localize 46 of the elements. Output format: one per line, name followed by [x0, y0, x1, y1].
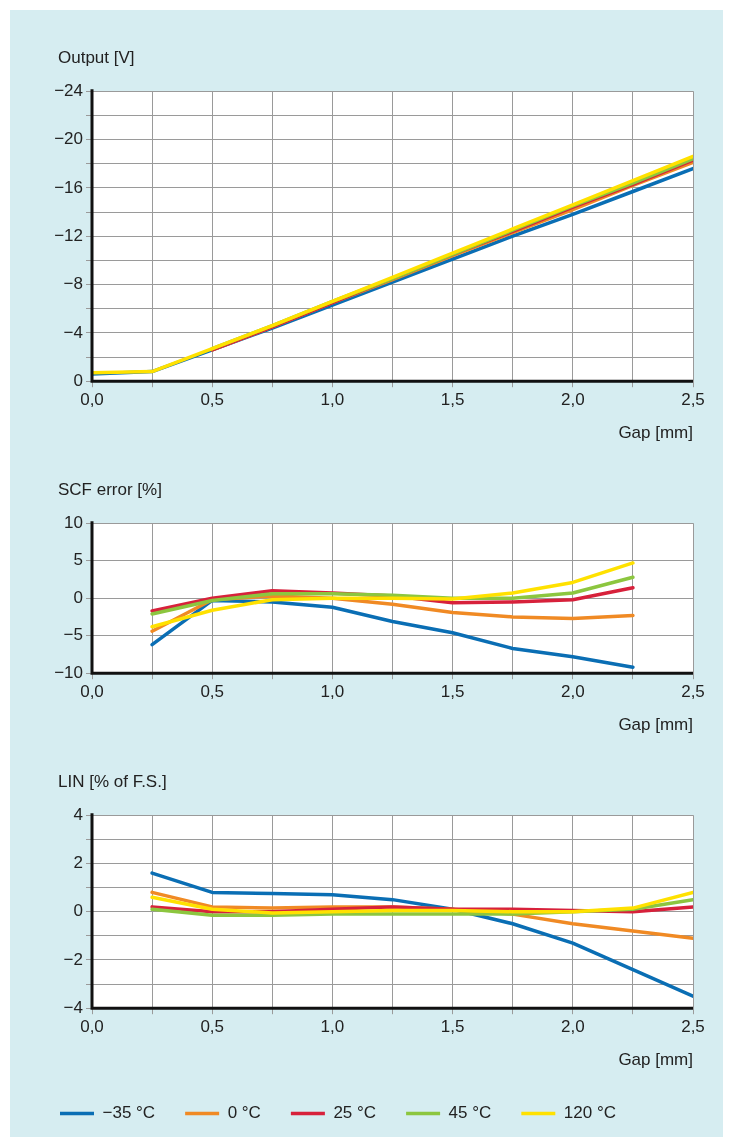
x-tick-label: 0,0 — [80, 390, 104, 410]
legend-label: −35 °C — [102, 1103, 156, 1123]
y-tick-label: −24 — [54, 80, 83, 100]
y-tick-label: −5 — [63, 625, 83, 645]
x-axis-title: Gap [mm] — [618, 1050, 693, 1070]
y-tick-label: −10 — [54, 662, 83, 682]
x-tick-label: 0,0 — [80, 682, 104, 702]
x-tick-label: 0,5 — [200, 682, 225, 702]
x-tick-label: 1,0 — [320, 390, 345, 410]
x-tick-label: 2,5 — [681, 390, 705, 410]
y-tick-label: 4 — [73, 804, 83, 824]
y-tick-label: −20 — [54, 129, 83, 149]
y-axis-title: LIN [% of F.S.] — [58, 772, 167, 792]
x-tick-label: 0,5 — [200, 1017, 225, 1037]
x-tick-label: 2,5 — [681, 1017, 705, 1037]
y-tick-label: −8 — [63, 274, 83, 294]
y-tick-label: −2 — [63, 949, 83, 969]
x-tick-label: 1,0 — [320, 1017, 345, 1037]
x-tick-label: 2,0 — [560, 682, 585, 702]
x-tick-label: 2,0 — [560, 1017, 585, 1037]
y-tick-label: 2 — [73, 853, 83, 873]
y-axis-title: SCF error [%] — [58, 480, 162, 500]
legend-label: 0 °C — [227, 1103, 261, 1123]
y-tick-label: 0 — [73, 587, 83, 607]
x-tick-label: 1,5 — [440, 1017, 465, 1037]
x-tick-label: 1,5 — [440, 682, 465, 702]
legend-label: 25 °C — [333, 1103, 377, 1123]
y-tick-label: −16 — [54, 177, 83, 197]
y-tick-label: 0 — [73, 370, 83, 390]
x-tick-label: 1,0 — [320, 682, 345, 702]
x-tick-label: 1,5 — [440, 390, 465, 410]
y-tick-label: −4 — [63, 322, 83, 342]
x-tick-label: 2,0 — [560, 390, 585, 410]
x-tick-label: 2,5 — [681, 682, 705, 702]
x-axis-title: Gap [mm] — [618, 715, 693, 735]
y-tick-label: −4 — [63, 997, 83, 1017]
y-axis-title: Output [V] — [58, 48, 135, 68]
x-tick-label: 0,0 — [80, 1017, 104, 1037]
legend-label: 120 °C — [563, 1103, 616, 1123]
y-tick-label: 5 — [73, 550, 83, 570]
y-tick-label: −12 — [54, 225, 83, 245]
x-axis-title: Gap [mm] — [618, 423, 693, 443]
legend-label: 45 °C — [448, 1103, 492, 1123]
y-tick-label: 10 — [64, 512, 83, 532]
y-tick-label: 0 — [73, 901, 83, 921]
x-tick-label: 0,5 — [200, 390, 225, 410]
